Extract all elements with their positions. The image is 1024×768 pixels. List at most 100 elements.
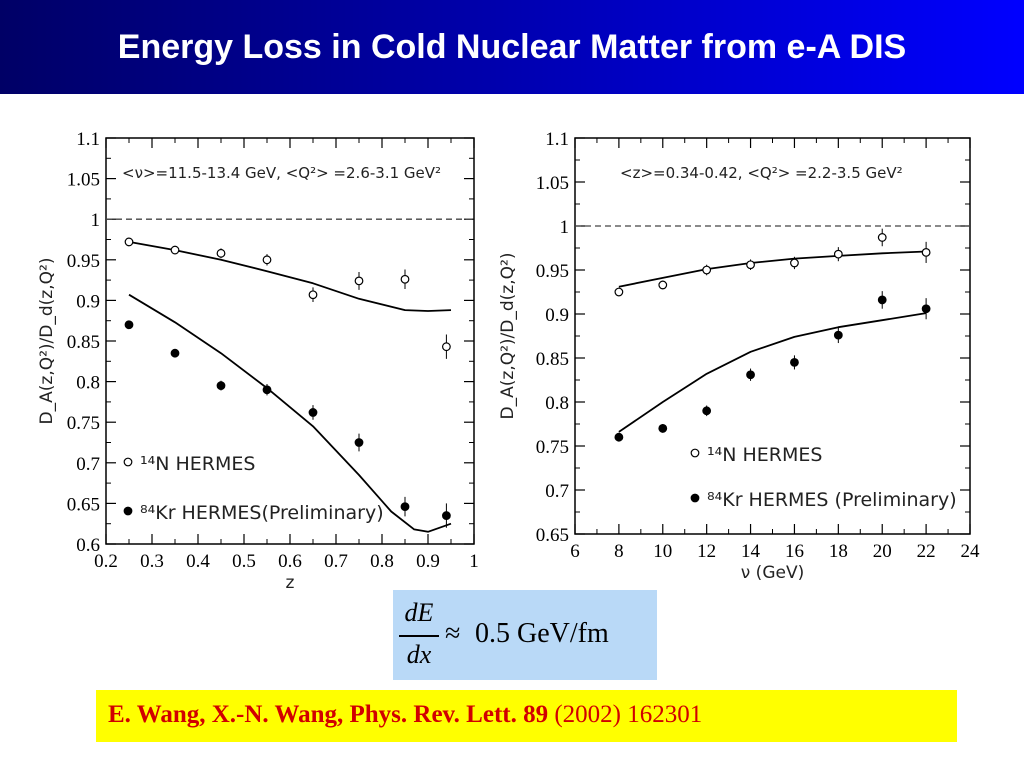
- data-point-n: [262, 255, 272, 265]
- legend-marker: [690, 448, 700, 458]
- data-point-kr: [354, 438, 364, 447]
- legend-label: ⁸⁴Kr HERMES (Preliminary): [707, 489, 957, 511]
- theory-curve: [618, 312, 927, 433]
- data-point-kr: [658, 424, 668, 433]
- data-point-kr: [833, 330, 843, 340]
- y-tick-label: 0.8: [545, 393, 569, 414]
- x-tick-label: 0.4: [186, 551, 210, 572]
- x-tick-label: 16: [785, 541, 804, 562]
- data-point-kr: [702, 406, 712, 416]
- data-point-kr: [216, 381, 226, 391]
- data-point-n: [442, 342, 451, 352]
- x-tick-label: 20: [873, 541, 892, 562]
- x-tick-label: 24: [961, 541, 981, 562]
- data-point-n: [308, 290, 318, 300]
- legend-marker: [123, 506, 133, 516]
- data-point-n: [124, 237, 134, 247]
- legend-marker: [123, 457, 133, 467]
- y-tick-label: 0.95: [536, 261, 569, 282]
- data-point-n: [614, 287, 624, 297]
- data-point-kr: [262, 385, 272, 395]
- x-tick-label: 12: [697, 541, 716, 562]
- x-tick-label: 22: [917, 541, 936, 562]
- y-tick-label: 0.9: [545, 305, 569, 326]
- y-tick-label: 0.7: [76, 454, 100, 475]
- y-tick-label: 0.85: [536, 349, 569, 370]
- formula-numerator: dE: [404, 598, 434, 627]
- formula-denominator: dx: [406, 640, 432, 669]
- data-point-n: [746, 260, 755, 270]
- x-tick-label: 0.9: [416, 551, 440, 572]
- data-point-kr: [308, 408, 318, 417]
- data-point-n: [921, 247, 931, 257]
- y-axis-label: D_A(z,Q²)/D_d(z,Q²): [37, 258, 57, 425]
- data-point-kr: [170, 348, 180, 358]
- data-point-kr: [442, 511, 451, 520]
- y-tick-label: 0.65: [536, 525, 569, 546]
- x-tick-label: 0.3: [140, 551, 164, 572]
- formula-box: dE dx ≈ 0.5 GeV/fm: [393, 590, 657, 680]
- data-point-n: [216, 248, 226, 258]
- y-axis-label: D_A(z,Q²)/D_d(z,Q²): [498, 253, 518, 420]
- x-tick-label: 14: [741, 541, 761, 562]
- data-point-kr: [921, 304, 931, 314]
- y-tick-label: 0.65: [67, 494, 100, 515]
- data-point-n: [790, 258, 799, 268]
- data-point-kr: [746, 370, 755, 380]
- y-tick-label: 0.9: [76, 291, 100, 312]
- y-tick-label: 0.8: [76, 373, 100, 394]
- reference-year-page: (2002) 162301: [554, 701, 703, 728]
- fraction-bar: [399, 635, 439, 637]
- x-tick-label: 8: [614, 541, 624, 562]
- data-point-kr: [124, 320, 134, 330]
- fraction: dE dx: [399, 596, 439, 674]
- plot-title: <ν>=11.5-13.4 GeV, <Q²> =2.6-3.1 GeV²: [122, 164, 441, 182]
- data-point-kr: [877, 295, 887, 305]
- theory-curve: [618, 250, 927, 288]
- x-tick-label: 0.6: [278, 551, 302, 572]
- x-tick-label: 0.2: [94, 551, 118, 572]
- x-tick-label: 0.8: [370, 551, 394, 572]
- plot-title: <z>=0.34-0.42, <Q²> =2.2-3.5 GeV²: [620, 164, 903, 182]
- y-tick-label: 1: [91, 210, 101, 231]
- y-tick-label: 1.05: [536, 173, 569, 194]
- data-point-kr: [400, 502, 410, 512]
- x-tick-label: 18: [829, 541, 848, 562]
- legend-label: ¹⁴N HERMES: [140, 453, 255, 475]
- y-tick-label: 0.85: [67, 332, 100, 353]
- data-point-n: [877, 233, 887, 242]
- slide-title: Energy Loss in Cold Nuclear Matter from …: [117, 28, 907, 66]
- reference-authors: E. Wang, X.-N. Wang, Phys. Rev. Lett.: [108, 701, 517, 728]
- data-point-kr: [614, 432, 624, 442]
- reference-text: E. Wang, X.-N. Wang, Phys. Rev. Lett. 89…: [108, 701, 702, 729]
- y-tick-label: 1.05: [67, 170, 100, 191]
- x-tick-label: 0.5: [232, 551, 256, 572]
- data-point-n: [400, 274, 410, 284]
- x-axis-label: ν (GeV): [741, 563, 804, 583]
- x-axis-label: z: [286, 573, 295, 590]
- plot-frame: [574, 137, 971, 535]
- x-tick-label: 1: [469, 551, 479, 572]
- y-tick-label: 1.1: [545, 129, 569, 150]
- data-point-n: [833, 249, 843, 259]
- theory-curve: [128, 241, 452, 312]
- plot-frame: [105, 137, 475, 545]
- y-tick-label: 0.75: [536, 437, 569, 458]
- legend-label: ⁸⁴Kr HERMES(Preliminary): [140, 502, 384, 524]
- title-bar: [0, 0, 1024, 94]
- x-tick-label: 10: [653, 541, 672, 562]
- theory-curve: [128, 293, 452, 533]
- data-point-n: [170, 245, 180, 255]
- y-tick-label: 0.75: [67, 413, 100, 434]
- y-tick-label: 1: [560, 217, 570, 238]
- y-tick-label: 0.6: [76, 535, 100, 556]
- reference-volume: 89: [523, 701, 549, 728]
- data-point-n: [354, 276, 364, 286]
- data-point-n: [658, 280, 668, 290]
- y-tick-label: 1.1: [76, 129, 100, 150]
- legend-marker: [690, 493, 700, 503]
- y-tick-label: 0.95: [67, 251, 100, 272]
- legend-label: ¹⁴N HERMES: [707, 444, 822, 466]
- x-tick-label: 6: [570, 541, 580, 562]
